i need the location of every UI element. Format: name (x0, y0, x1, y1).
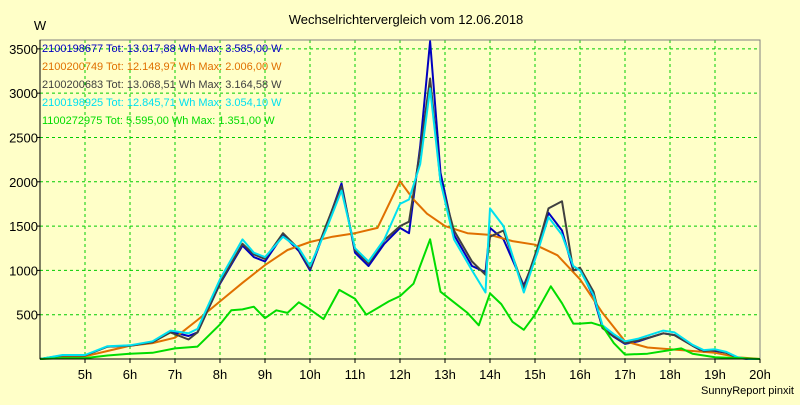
x-tick-label: 17h (614, 367, 636, 382)
legend-entry-4: 2100198925 Tot: 12.845,71 Wh Max: 3.054,… (42, 97, 282, 109)
x-tick-label: 15h (524, 367, 546, 382)
legend-entry-1: 2100198677 Tot: 13.017,88 Wh Max: 3.585,… (42, 43, 282, 55)
x-tick-label: 14h (479, 367, 501, 382)
legend-entry-5: 1100272975 Tot: 5.595,00 Wh Max: 1.351,0… (42, 115, 275, 127)
x-tick-label: 19h (704, 367, 726, 382)
series-line-5 (39, 238, 761, 360)
x-axis-ticks: 5h 6h 7h 8h 9h 10h 11h 12h 13h 14h 15h 16h 17h 18h 19h… (78, 359, 771, 382)
y-tick-label: 1000 (9, 263, 38, 278)
series-line-4 (39, 87, 760, 360)
y-tick-label: 3000 (9, 86, 38, 101)
x-tick-label: 8h (213, 367, 227, 382)
series-lines (39, 40, 761, 360)
y-axis-ticks: 500 1000 1500 2000 2500 3000 3500 (9, 42, 40, 323)
x-tick-label: 6h (123, 367, 137, 382)
x-tick-label: 7h (168, 367, 182, 382)
legend-entry-2: 2100200749 Tot: 12.148,97 Wh Max: 2.006,… (42, 61, 282, 73)
legend: 2100198677 Tot: 13.017,88 Wh Max: 3.585,… (42, 43, 282, 127)
series-line-3 (39, 77, 760, 360)
y-axis-unit-label: W (34, 18, 47, 33)
x-tick-label: 9h (258, 367, 272, 382)
y-tick-label: 2000 (9, 175, 38, 190)
x-tick-label: 11h (345, 367, 366, 382)
footer-credit: SunnyReport pinxit (701, 385, 794, 397)
x-tick-label: 16h (569, 367, 591, 382)
x-tick-label: 5h (78, 367, 92, 382)
x-tick-label: 20h (749, 367, 771, 382)
x-tick-label: 12h (389, 367, 411, 382)
grid-lines (39, 39, 761, 360)
x-tick-label: 18h (659, 367, 681, 382)
chart-title: Wechselrichtervergleich vom 12.06.2018 (289, 12, 524, 27)
series-line-2 (39, 180, 761, 360)
legend-entry-3: 2100200683 Tot: 13.068,51 Wh Max: 3.164,… (42, 79, 282, 91)
y-tick-label: 3500 (9, 42, 38, 57)
y-tick-label: 500 (16, 308, 38, 323)
y-tick-label: 2500 (9, 130, 38, 145)
x-tick-label: 10h (299, 367, 321, 382)
x-tick-label: 13h (434, 367, 456, 382)
y-tick-label: 1500 (9, 219, 38, 234)
